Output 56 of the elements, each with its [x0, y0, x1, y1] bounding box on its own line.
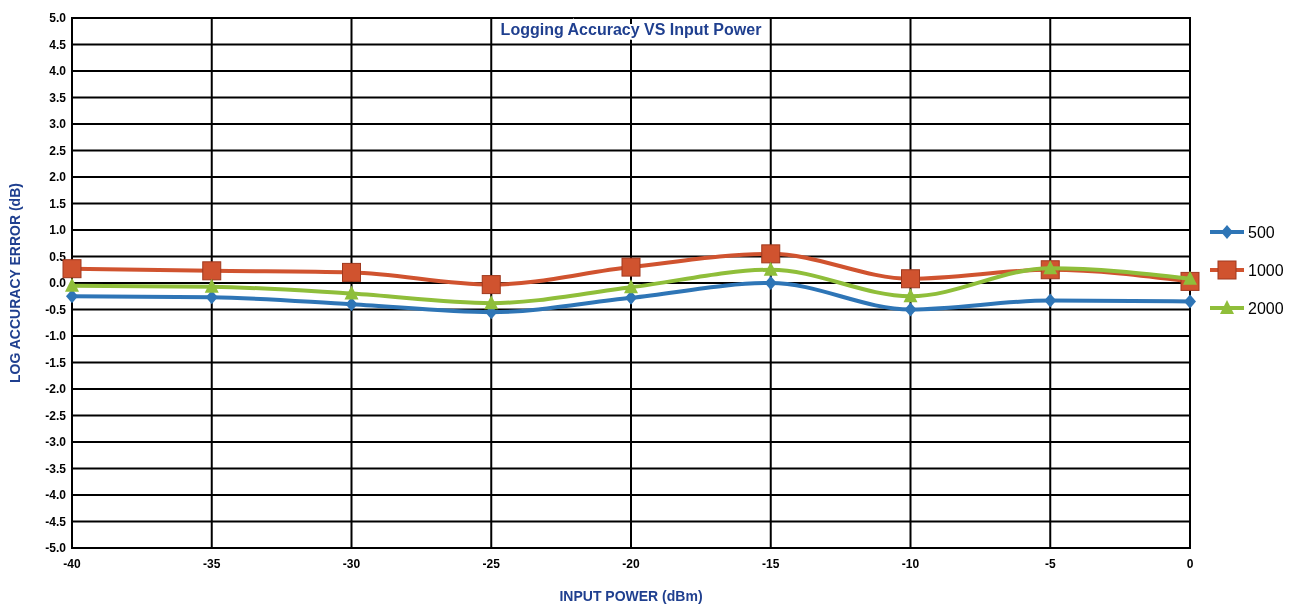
point — [904, 302, 917, 317]
y-tick-label: 0.5 — [49, 249, 67, 264]
y-tick-label: -4.5 — [45, 514, 67, 529]
y-tick-label: -2.5 — [45, 408, 67, 423]
x-tick-label: -25 — [482, 557, 501, 571]
point — [205, 290, 218, 305]
x-tick-label: -10 — [901, 557, 920, 571]
y-tick-label: 4.0 — [49, 64, 67, 79]
y-tick-label: -0.5 — [45, 302, 67, 317]
point — [761, 244, 781, 264]
y-tick-label: -4.0 — [45, 488, 67, 503]
x-tick-label: -5 — [1044, 557, 1056, 571]
y-tick-label: 3.5 — [49, 90, 67, 105]
y-tick-label: -1.0 — [45, 329, 67, 344]
y-tick-label: 3.0 — [49, 117, 67, 132]
point — [621, 257, 641, 277]
point — [204, 278, 219, 293]
point — [345, 297, 358, 312]
point — [1044, 293, 1057, 308]
x-tick-label: -35 — [203, 557, 221, 571]
x-axis-title: INPUT POWER (dBm) — [559, 588, 703, 604]
y-tick-label: 1.5 — [49, 196, 67, 211]
y-tick-label: -3.0 — [45, 435, 67, 450]
y-axis-title: LOG ACCURACY ERROR (dB) — [7, 183, 23, 383]
legend-label: 500 — [1248, 223, 1275, 241]
y-tick-label: 4.5 — [49, 37, 67, 52]
point — [1184, 294, 1196, 309]
x-tick-label: -40 — [63, 557, 81, 571]
point — [481, 275, 501, 295]
y-tick-label: 5.0 — [49, 11, 67, 26]
y-tick-label: -5.0 — [45, 541, 67, 556]
point — [342, 262, 361, 282]
point — [763, 261, 778, 276]
y-tick-label: 0.0 — [49, 276, 67, 291]
y-tick-label: -3.5 — [45, 461, 67, 476]
legend-label: 2000 — [1248, 299, 1284, 317]
y-tick-label: 1.0 — [49, 223, 67, 238]
point — [202, 261, 222, 281]
point — [624, 279, 638, 294]
legend-label: 1000 — [1248, 261, 1284, 279]
x-tick-label: -20 — [622, 557, 640, 571]
point — [344, 285, 359, 300]
point — [66, 289, 78, 304]
point — [764, 276, 777, 290]
y-tick-label: -1.5 — [45, 355, 67, 370]
y-tick-label: 2.5 — [49, 143, 67, 158]
point — [65, 277, 79, 292]
x-tick-label: -30 — [342, 557, 361, 571]
point — [62, 259, 82, 279]
point — [901, 269, 920, 289]
x-tick-label: 0 — [1186, 557, 1194, 571]
point — [903, 288, 918, 303]
x-tick-label: -15 — [762, 557, 780, 571]
y-tick-label: -2.0 — [45, 382, 67, 397]
point — [484, 295, 499, 310]
y-tick-label: 2.0 — [49, 170, 67, 185]
